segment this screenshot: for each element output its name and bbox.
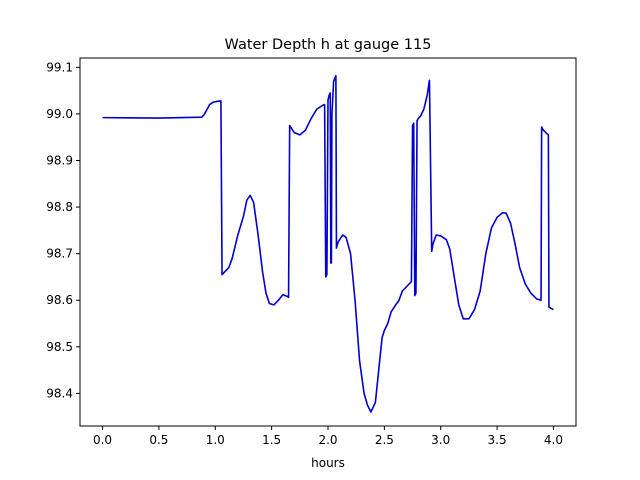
y-tick-label: 99.0 bbox=[46, 107, 73, 121]
y-tick-label: 99.1 bbox=[46, 60, 73, 74]
x-tick-label: 3.5 bbox=[488, 433, 507, 447]
x-axis-label: hours bbox=[311, 456, 345, 470]
series-line-0 bbox=[102, 74, 554, 413]
plot-layer bbox=[102, 74, 554, 413]
x-tick-label: 4.0 bbox=[544, 433, 563, 447]
y-axis: 98.4 98.5 98.6 98.7 98.8 98.9 99.0 99.1 bbox=[46, 60, 80, 400]
x-axis: 0.0 0.5 1.0 1.5 2.0 2.5 3.0 3.5 4.0 bbox=[93, 426, 563, 447]
x-tick-label: 0.5 bbox=[149, 433, 168, 447]
y-tick-label: 98.9 bbox=[46, 153, 73, 167]
y-tick-label: 98.4 bbox=[46, 386, 73, 400]
y-tick-label: 98.6 bbox=[46, 293, 73, 307]
x-tick-label: 0.0 bbox=[93, 433, 112, 447]
chart-title: Water Depth h at gauge 115 bbox=[225, 37, 432, 53]
x-tick-label: 2.5 bbox=[375, 433, 394, 447]
y-tick-label: 98.5 bbox=[46, 340, 73, 354]
x-tick-label: 1.0 bbox=[206, 433, 225, 447]
y-tick-label: 98.8 bbox=[46, 200, 73, 214]
x-tick-label: 1.5 bbox=[262, 433, 281, 447]
y-tick-label: 98.7 bbox=[46, 247, 73, 261]
x-tick-label: 2.0 bbox=[318, 433, 337, 447]
x-tick-label: 3.0 bbox=[431, 433, 450, 447]
